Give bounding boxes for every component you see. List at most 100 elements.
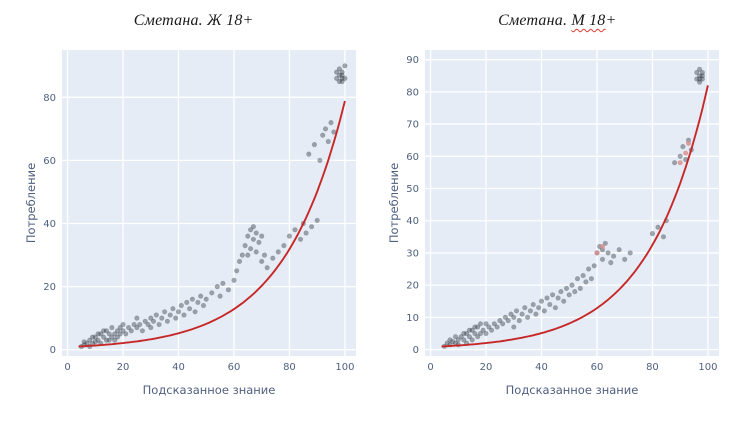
data-point [492, 321, 498, 327]
gridlines [425, 50, 720, 356]
data-point [591, 263, 598, 269]
data-point [558, 289, 564, 295]
x-tick-label: 80 [283, 362, 296, 373]
data-point [341, 75, 348, 82]
data-point [250, 224, 256, 230]
data-point [247, 246, 253, 252]
data-point [605, 250, 612, 256]
y-tick-label: 60 [407, 152, 420, 163]
data-point [231, 277, 237, 283]
data-point [322, 126, 328, 132]
data-point [133, 315, 140, 321]
data-point [242, 243, 248, 249]
data-point [655, 224, 661, 230]
data-point [456, 337, 462, 343]
data-point [339, 75, 345, 82]
data-point [511, 314, 517, 320]
data-point [253, 249, 259, 255]
data-point [677, 153, 684, 159]
data-point [522, 305, 528, 311]
data-point [181, 312, 187, 318]
data-point [120, 321, 126, 328]
data-point [133, 325, 140, 331]
chart-title-right: Сметана. М 18+ [498, 12, 616, 30]
data-point [250, 236, 256, 242]
data-point [103, 328, 109, 334]
data-point [486, 324, 492, 330]
highlighted-data-point [600, 244, 606, 249]
data-point [100, 328, 106, 334]
data-point [467, 334, 473, 340]
data-point [120, 328, 126, 334]
data-point [255, 239, 262, 245]
x-tick-label: 0 [428, 362, 434, 373]
chart-figure-left: Сметана. Ж 18+ 0 20 40 60 80 100 0 20 40 60 80 Подс… [24, 8, 364, 402]
data-point [525, 314, 531, 320]
data-point [478, 330, 484, 337]
y-axis-label: Потребление [387, 163, 401, 243]
data-point [464, 330, 470, 337]
data-point [106, 331, 112, 337]
data-point [225, 287, 231, 293]
data-point [125, 325, 131, 331]
data-point [616, 247, 623, 253]
data-point [122, 331, 129, 337]
data-point [697, 73, 703, 79]
y-tick-label: 40 [407, 216, 420, 227]
x-tick-label: 60 [227, 362, 240, 373]
data-point [314, 217, 320, 223]
data-point [519, 311, 526, 317]
tick-labels: 0 20 40 60 80 100 0 10 20 30 40 50 60 70 80 90 [407, 55, 718, 373]
data-point [258, 258, 264, 264]
data-point [219, 280, 226, 286]
data-point [603, 240, 609, 246]
data-point [244, 252, 251, 258]
data-point [197, 293, 203, 299]
data-point [450, 338, 456, 345]
x-tick-label: 60 [591, 362, 604, 373]
data-point [97, 331, 104, 337]
data-point [253, 230, 259, 236]
data-point [236, 258, 242, 264]
data-point [461, 337, 467, 343]
data-point [555, 295, 562, 301]
data-point [247, 227, 253, 233]
data-point [136, 321, 142, 328]
data-point [475, 334, 481, 340]
y-tick-label: 60 [43, 156, 56, 167]
data-point [208, 290, 215, 296]
x-tick-label: 0 [64, 362, 70, 373]
y-tick-label: 0 [413, 345, 419, 356]
plot-background [61, 50, 356, 356]
data-point [336, 66, 342, 72]
data-point [547, 301, 553, 308]
data-point [561, 298, 567, 304]
data-point [100, 334, 106, 340]
chart-title-text: Сметана. [498, 12, 572, 29]
data-point [264, 265, 270, 271]
data-point [569, 282, 575, 288]
data-point [627, 250, 634, 256]
data-point [500, 321, 506, 327]
data-point [106, 337, 112, 343]
data-point [339, 78, 345, 85]
data-point [147, 325, 154, 331]
data-point [186, 306, 192, 312]
data-point [319, 132, 325, 138]
y-tick-label: 20 [407, 281, 420, 292]
data-point [172, 315, 178, 321]
data-point [194, 299, 201, 306]
data-point [589, 276, 595, 282]
chart-title-text: + [605, 12, 617, 29]
data-point [117, 325, 123, 331]
highlighted-points [594, 140, 692, 256]
data-point [169, 306, 176, 312]
tick-labels: 0 20 40 60 80 100 0 20 40 60 80 [43, 93, 354, 373]
data-point [480, 327, 487, 333]
data-point [483, 321, 489, 327]
data-point [467, 327, 473, 333]
data-point [697, 76, 703, 82]
data-point [339, 69, 345, 75]
y-tick-label: 30 [407, 248, 420, 259]
highlighted-data-point [678, 160, 684, 166]
